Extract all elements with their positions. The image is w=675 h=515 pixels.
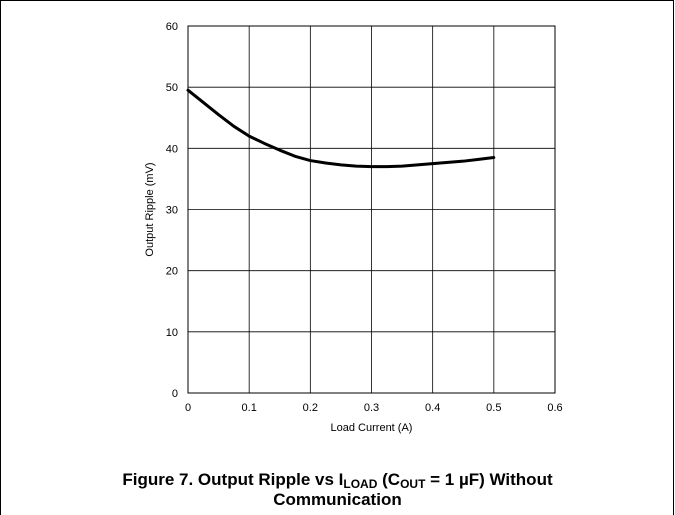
series-line	[186, 88, 496, 169]
x-tick-label: 0.6	[547, 402, 562, 414]
x-tick-label: 0	[185, 402, 191, 414]
figure-caption-line2: Communication	[273, 490, 402, 509]
series-group	[186, 88, 496, 169]
y-tick-label: 10	[166, 327, 178, 339]
figure-caption: Figure 7. Output Ripple vs ILOAD (COUT =…	[0, 470, 675, 494]
caption-subscript-out: OUT	[400, 477, 426, 491]
caption-subscript-load: LOAD	[343, 477, 378, 491]
y-tick-label: 50	[166, 82, 178, 94]
y-tick-label: 60	[166, 21, 178, 33]
y-tick-label: 40	[166, 143, 178, 155]
y-tick-label: 30	[166, 205, 178, 217]
ripple-chart: 0 0.1 0.2 0.3 0.4 0.5 0.6 0 10 20 30 40 50 60 Load C…	[144, 21, 563, 434]
caption-text: Figure 7. Output Ripple vs I	[122, 470, 344, 489]
x-tick-labels: 0 0.1 0.2 0.3 0.4 0.5 0.6	[185, 402, 563, 414]
x-tick-label: 0.3	[364, 402, 379, 414]
caption-text-tail: = 1 µF) Without	[425, 470, 553, 489]
x-axis-label: Load Current (A)	[331, 422, 413, 434]
y-tick-labels: 0 10 20 30 40 50 60	[166, 21, 178, 400]
plot-border	[187, 25, 556, 394]
x-tick-label: 0.1	[242, 402, 257, 414]
y-axis-label: Output Ripple (mV)	[144, 162, 156, 256]
caption-text-cout: (C	[377, 470, 401, 489]
x-tick-label: 0.2	[303, 402, 318, 414]
y-tick-label: 20	[166, 266, 178, 278]
grid	[187, 25, 556, 394]
y-tick-label: 0	[172, 388, 178, 400]
x-tick-label: 0.4	[425, 402, 440, 414]
x-tick-label: 0.5	[486, 402, 501, 414]
